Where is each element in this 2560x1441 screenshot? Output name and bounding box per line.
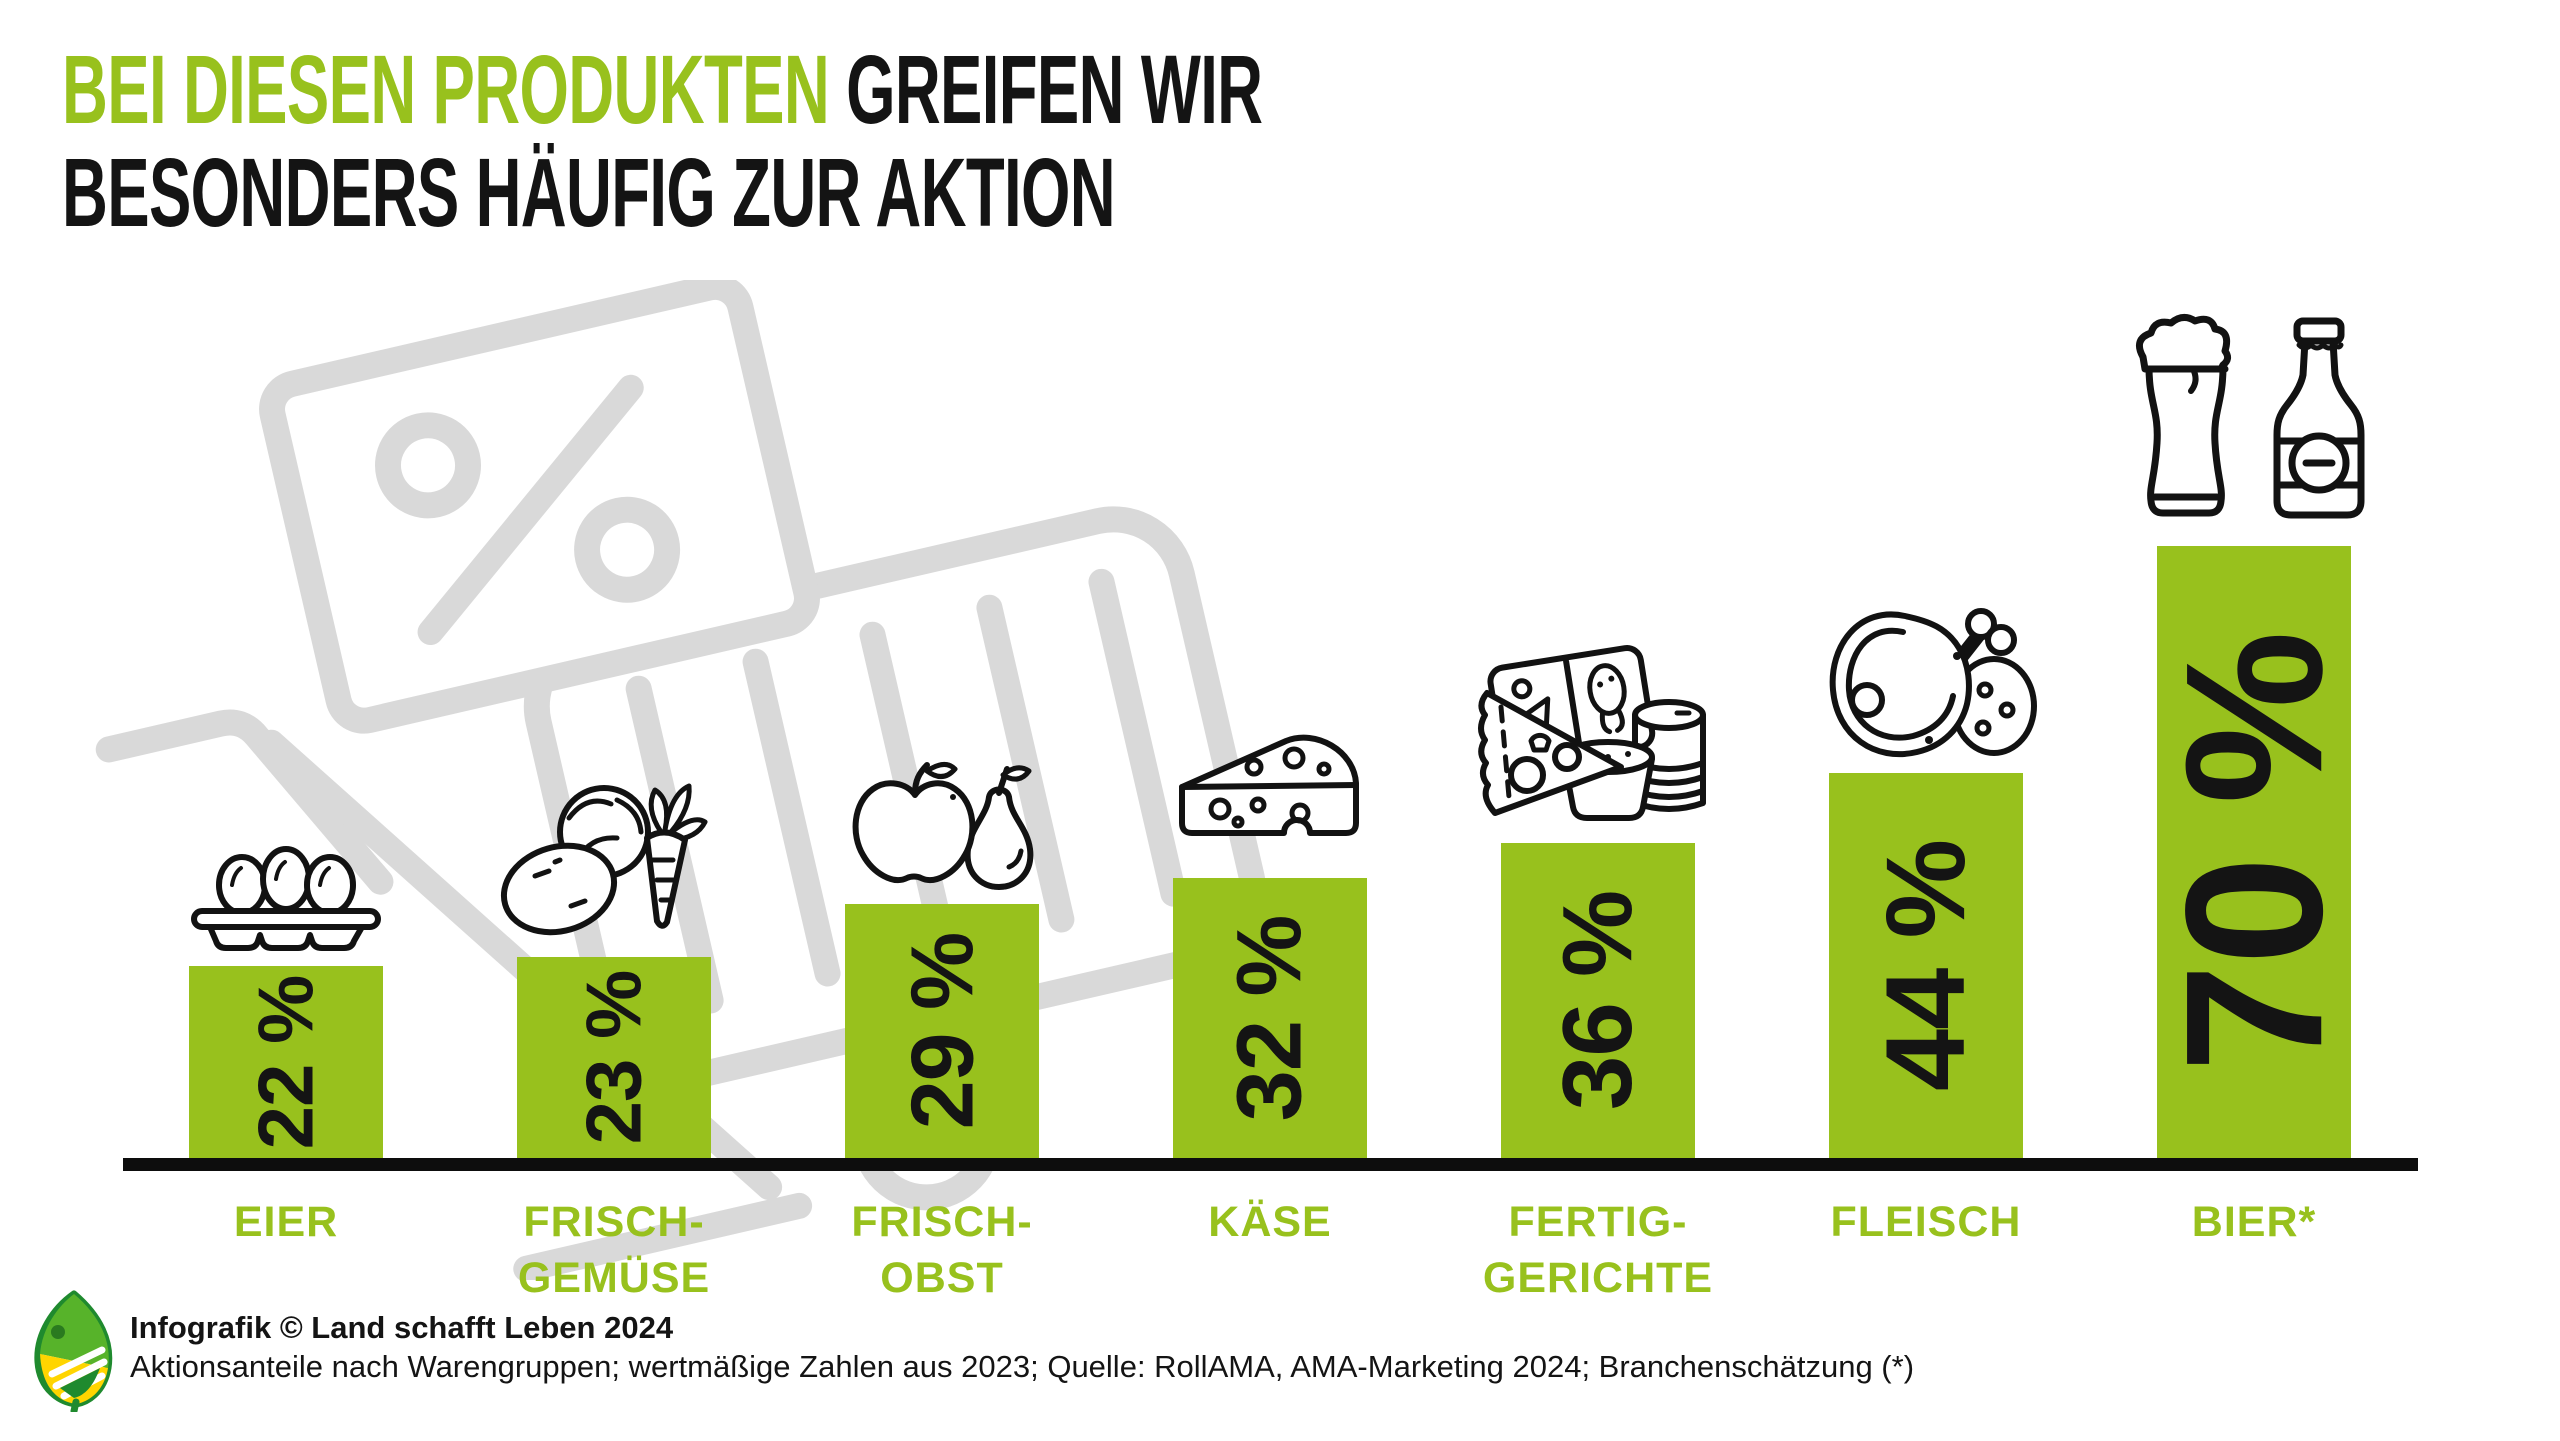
bar-category-label-frisch-obst: FRISCH- OBST [851,1198,1033,1302]
footer-source: Aktionsanteile nach Warengruppen; wertmä… [130,1349,1915,1384]
ready-meal-icon [1473,645,1723,830]
title-rest: GREIFEN WIR [829,35,1263,144]
bar-k-se: 32 % [1173,878,1367,1158]
bar-value-label: 29 % [892,932,992,1130]
bar-category-label-eier: EIER [233,1198,339,1246]
bar-category-label-k-se: KÄSE [1208,1198,1332,1246]
bar-value-label: 23 % [569,970,658,1145]
beer-icon [2129,311,2379,533]
bar-bier: 70 % [2145,546,2363,1158]
egg-carton-icon [186,833,386,953]
fruit-icon [837,739,1047,891]
meat-icon [1809,598,2044,760]
land-schafft-leben-leaf-logo [34,1290,113,1412]
bar-category-label-frisch-gem-se: FRISCH- GEMÜSE [517,1198,711,1302]
footer: Infografik © Land schafft Leben 2024 Akt… [30,1290,1914,1412]
discount-coupon [259,280,820,734]
bar-value-label: 70 % [2145,631,2363,1073]
title-highlight: BEI DIESEN PRODUKTEN [62,35,830,144]
vegetables-icon [499,774,729,944]
bar-category-label-fleisch: FLEISCH [1830,1198,2022,1246]
bar-eier: 22 % [189,966,383,1158]
bar-value-label: 36 % [1542,890,1653,1111]
bar-value-label: 44 % [1863,839,1989,1092]
bar-category-label-fertig-gerichte: FERTIG- GERICHTE [1482,1198,1714,1302]
footer-credit: Infografik © Land schafft Leben 2024 [130,1310,674,1345]
cheese-icon [1170,725,1370,865]
bar-frisch-gem-se: 23 % [517,957,711,1158]
bar-fertig-gerichte: 36 % [1501,843,1695,1158]
bar-value-label: 32 % [1218,915,1321,1121]
bar-value-label: 22 % [241,975,330,1149]
bar-category-label-bier: BIER* [2191,1198,2317,1246]
cart-handle [95,709,394,895]
title-line-1: BEI DIESEN PRODUKTEN GREIFEN WIR [62,35,1263,144]
page-title: BEI DIESEN PRODUKTEN GREIFEN WIR BESONDE… [62,38,1895,244]
bar-fleisch: 44 % [1829,773,2023,1158]
title-line-2: BESONDERS HÄUFIG ZUR AKTION [62,138,1116,247]
x-axis-line [123,1158,2418,1171]
bar-frisch-obst: 29 % [845,904,1039,1158]
